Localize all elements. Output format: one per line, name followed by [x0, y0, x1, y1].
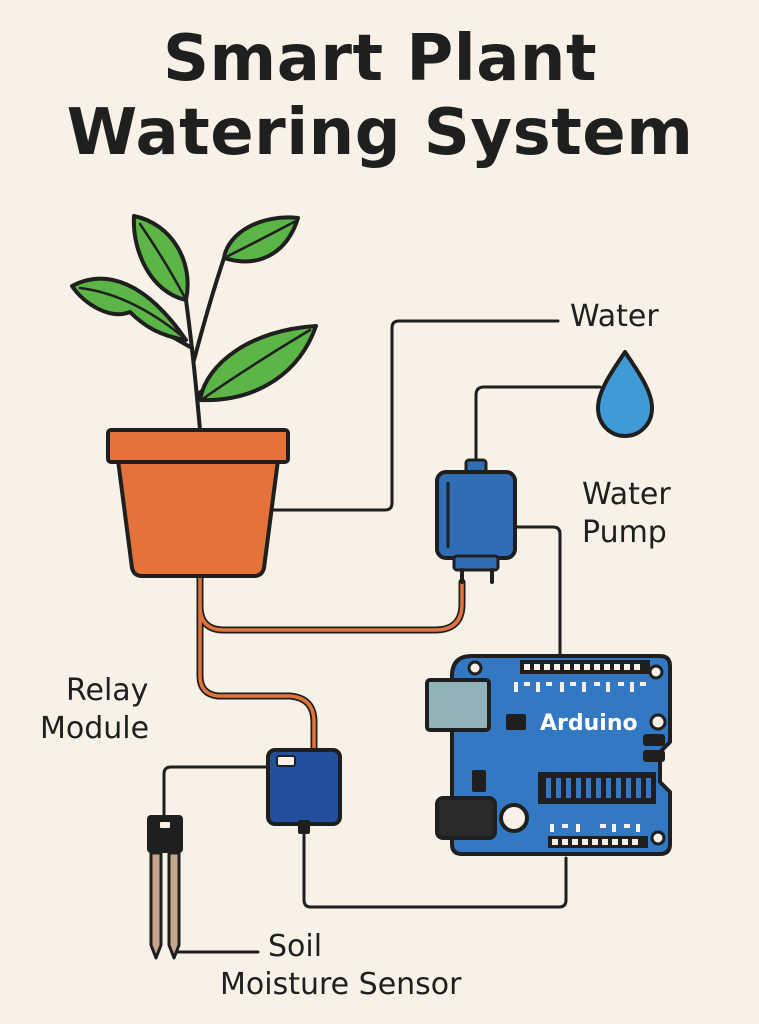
plant-stem — [128, 256, 254, 432]
water-tubing — [198, 573, 464, 754]
wires — [162, 319, 602, 954]
water-label: Water — [570, 299, 659, 334]
water-pump-label-line-2: Pump — [582, 515, 667, 550]
leaf — [70, 276, 188, 342]
relay-to-sensor-wire — [162, 765, 270, 818]
diagram-title: Smart Plant Watering System — [30, 22, 730, 170]
arduino-logo-text: Arduino — [540, 711, 638, 736]
relay-module-label: Relay Module — [40, 672, 149, 748]
water-pump — [435, 458, 517, 584]
water-drop-icon — [596, 350, 654, 438]
pump-to-water-wire — [474, 385, 602, 464]
header-pins — [524, 664, 640, 670]
title-line-2: Watering System — [66, 96, 694, 170]
pot-to-water-wire — [270, 319, 560, 512]
title-line-1: Smart Plant — [162, 22, 598, 96]
relay-module-label-line-1: Relay — [66, 673, 149, 708]
pump-to-arduino-wire — [513, 525, 562, 658]
soil-moisture-sensor-label: Soil Moisture Sensor — [220, 928, 461, 1004]
arduino-board: Arduino — [425, 654, 672, 856]
soil-moisture-sensor-label-line-1: Soil — [268, 929, 323, 964]
soil-moisture-sensor-label-line-2: Moisture Sensor — [220, 967, 462, 1002]
relay-module-label-line-2: Module — [40, 711, 150, 746]
relay-module — [266, 748, 342, 834]
arduino-to-relay-wire — [302, 823, 568, 909]
water-pump-label-line-1: Water — [582, 477, 671, 512]
plant — [70, 214, 318, 432]
water-pump-label: Water Pump — [582, 476, 671, 552]
plant-pot — [106, 428, 290, 578]
soil-moisture-sensor — [147, 815, 183, 960]
